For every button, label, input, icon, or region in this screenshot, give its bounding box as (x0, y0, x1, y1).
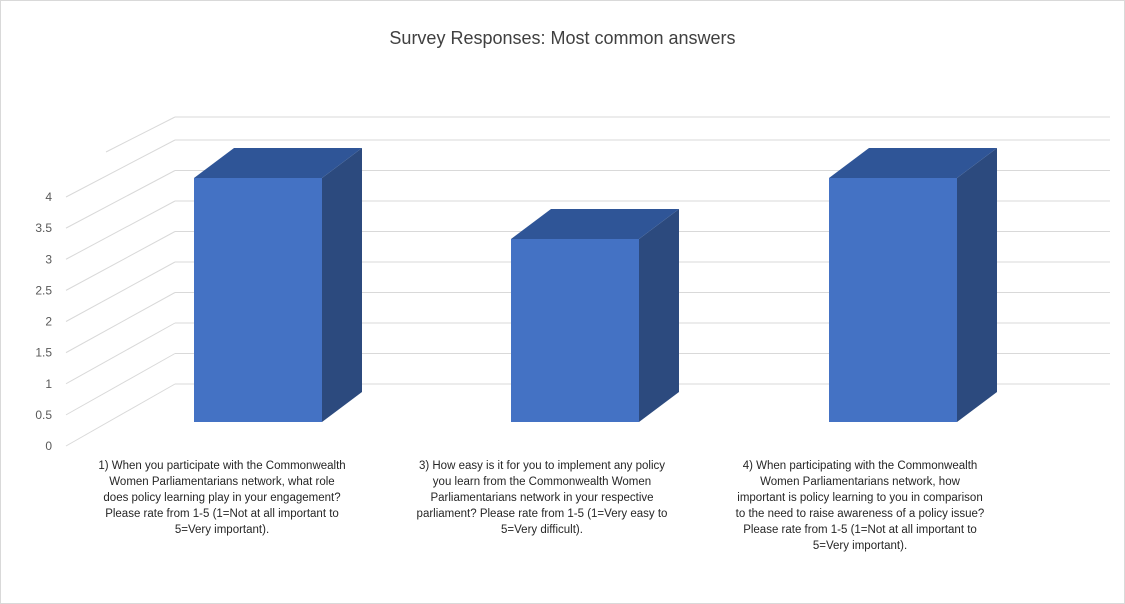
y-tick-label: 2.5 (35, 283, 52, 297)
gridline-side (65, 353, 176, 416)
gridline-side (65, 383, 176, 447)
gridline-side (65, 139, 176, 198)
x-category-label: 3) How easy is it for you to implement a… (416, 460, 668, 536)
bar-side (957, 148, 997, 422)
y-tick-label: 1.5 (35, 346, 52, 360)
bar (511, 239, 639, 422)
bar-side (322, 148, 362, 422)
y-tick-label: 3 (45, 252, 52, 266)
x-category-label: 4) When participating with the Commonwea… (735, 460, 985, 552)
gridline-side (105, 116, 176, 153)
y-tick-label: 2 (45, 315, 52, 329)
gridline-side (65, 261, 176, 322)
bar-top (194, 148, 362, 178)
gridline-side (65, 322, 176, 385)
gridline-side (65, 292, 176, 354)
bar (829, 178, 957, 422)
chart-title: Survey Responses: Most common answers (389, 28, 736, 48)
gridline-side (65, 231, 176, 291)
y-tick-label: 4 (45, 190, 52, 204)
bar-top (511, 209, 679, 239)
bar-top (829, 148, 997, 178)
y-tick-label: 0 (45, 439, 52, 453)
gridline-side (65, 200, 176, 260)
x-category-label: 1) When you participate with the Commonw… (98, 460, 346, 536)
bar-side (639, 209, 679, 422)
y-tick-label: 1 (45, 377, 52, 391)
y-tick-label: 3.5 (35, 221, 52, 235)
gridline-side (65, 170, 176, 229)
y-tick-label: 0.5 (35, 408, 52, 422)
bar (194, 178, 322, 422)
